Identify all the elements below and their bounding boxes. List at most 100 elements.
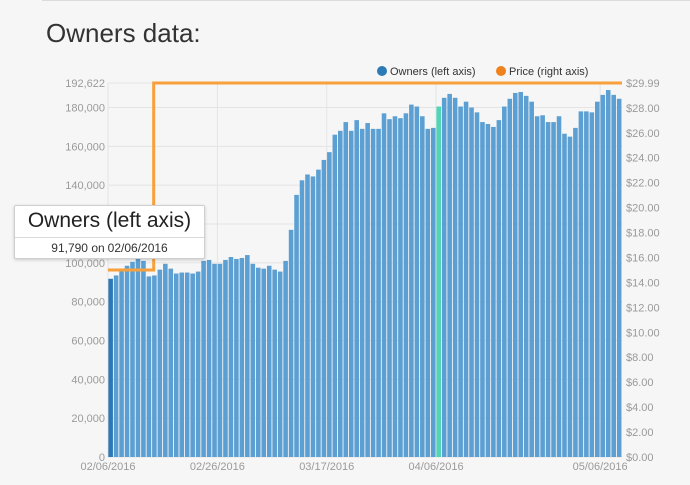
owners-bar — [436, 106, 442, 457]
owners-bar — [113, 275, 119, 457]
owners-bar — [332, 134, 338, 457]
legend[interactable]: Owners (left axis) Price (right axis) — [377, 66, 588, 78]
owners-bar — [463, 101, 469, 457]
owners-bar — [245, 255, 250, 457]
owners-bar — [420, 116, 425, 457]
x-tick-label: 03/17/2016 — [299, 461, 354, 473]
tooltip-value: 91,790 — [51, 241, 88, 255]
price-line-layer — [108, 81, 622, 272]
owners-bar — [305, 174, 310, 457]
owners-bar — [447, 93, 452, 457]
owners-bar — [529, 101, 534, 457]
owners-bar — [266, 265, 272, 457]
owners-bar — [403, 113, 409, 457]
page-title: Owners data: — [46, 18, 201, 48]
owners-bar — [496, 120, 502, 458]
owners-bar — [201, 260, 206, 457]
right-tick-label: $14.00 — [626, 277, 660, 289]
left-tick-label: 60,000 — [71, 336, 105, 348]
owners-bar — [491, 126, 496, 458]
owners-bar — [518, 91, 524, 458]
owners-bar — [157, 269, 163, 457]
left-tick-label: 100,000 — [65, 258, 105, 270]
owners-bar — [173, 273, 179, 457]
owners-bar — [119, 270, 124, 457]
left-tick-label: 0 — [99, 452, 105, 464]
owners-bar — [184, 272, 190, 457]
right-tick-label: $12.00 — [626, 302, 660, 314]
right-tick-label: $10.00 — [626, 327, 660, 339]
owners-bar — [600, 94, 606, 458]
owners-bar — [545, 122, 551, 458]
owners-bar — [348, 130, 354, 457]
owners-bar — [338, 130, 343, 457]
right-tick-label: $26.00 — [626, 128, 660, 140]
owners-bar — [534, 116, 540, 457]
right-tick-label: $16.00 — [626, 252, 660, 264]
owners-bar — [299, 180, 305, 457]
owners-bar — [190, 273, 195, 457]
owners-bar — [141, 260, 146, 457]
owners-bar — [217, 263, 223, 457]
owners-bar — [168, 268, 174, 457]
x-tick-label: 05/06/2016 — [573, 461, 628, 473]
owners-bar — [327, 152, 332, 458]
top-divider — [42, 0, 690, 1]
owners-bar — [283, 260, 288, 457]
owners-bar — [152, 275, 157, 457]
owners-bar — [195, 271, 201, 457]
owners-bar — [343, 122, 349, 458]
owners-bar — [130, 261, 135, 457]
right-tick-label: $24.00 — [626, 153, 660, 165]
owners-bar — [179, 272, 185, 457]
legend-item-0[interactable]: Owners (left axis) — [377, 66, 476, 78]
right-tick-label: $8.00 — [626, 352, 654, 364]
right-tick-label: $4.00 — [626, 402, 654, 414]
owners-bar — [605, 90, 611, 458]
owners-bar — [567, 136, 573, 458]
legend-marker — [377, 66, 387, 76]
owners-bar — [474, 112, 480, 458]
owners-bar — [409, 104, 414, 457]
price-line — [108, 81, 622, 272]
owners-bar — [354, 120, 359, 458]
owners-bar — [507, 98, 513, 457]
right-tick-label: $2.00 — [626, 427, 654, 439]
owners-bar — [381, 113, 387, 457]
owners-bar — [512, 92, 518, 458]
owners-bar — [206, 259, 212, 457]
right-tick-label: $20.00 — [626, 203, 660, 215]
x-tick-label: 02/26/2016 — [190, 461, 245, 473]
owners-bar — [502, 106, 507, 457]
owners-bar — [425, 128, 431, 457]
right-axis: $0.00 $2.00 $4.00 $6.00 $8.00 $10.00 $12.00 $14… — [626, 78, 660, 464]
x-tick-label: 02/06/2016 — [80, 461, 135, 473]
owners-bar — [146, 276, 152, 457]
right-tick-label: $18.00 — [626, 228, 660, 240]
owners-bar — [370, 128, 376, 457]
right-tick-label: $0.00 — [626, 452, 654, 464]
owners-bar — [452, 97, 458, 458]
owners-bar — [277, 271, 283, 457]
owners-bar — [480, 122, 485, 458]
tooltip-connector: on — [91, 241, 105, 255]
legend-item-1[interactable]: Price (right axis) — [496, 66, 588, 78]
legend-label: Price (right axis) — [509, 66, 588, 78]
owners-bar — [321, 159, 327, 457]
owners-bar — [387, 119, 392, 457]
left-tick-label: 160,000 — [65, 141, 105, 153]
right-tick-label: $22.00 — [626, 178, 660, 190]
owners-bar — [589, 112, 595, 458]
owners-bar — [261, 268, 267, 457]
owners-bar — [562, 133, 567, 457]
right-tick-label: $6.00 — [626, 377, 654, 389]
owners-bars — [108, 90, 622, 458]
tooltip-divider — [15, 237, 204, 238]
owners-bar — [430, 127, 436, 457]
owners-bar — [294, 194, 299, 457]
legend-marker — [496, 66, 506, 76]
owners-bar — [124, 265, 130, 457]
owners-bar — [551, 122, 556, 458]
tooltip-date: 02/06/2016 — [107, 241, 168, 255]
